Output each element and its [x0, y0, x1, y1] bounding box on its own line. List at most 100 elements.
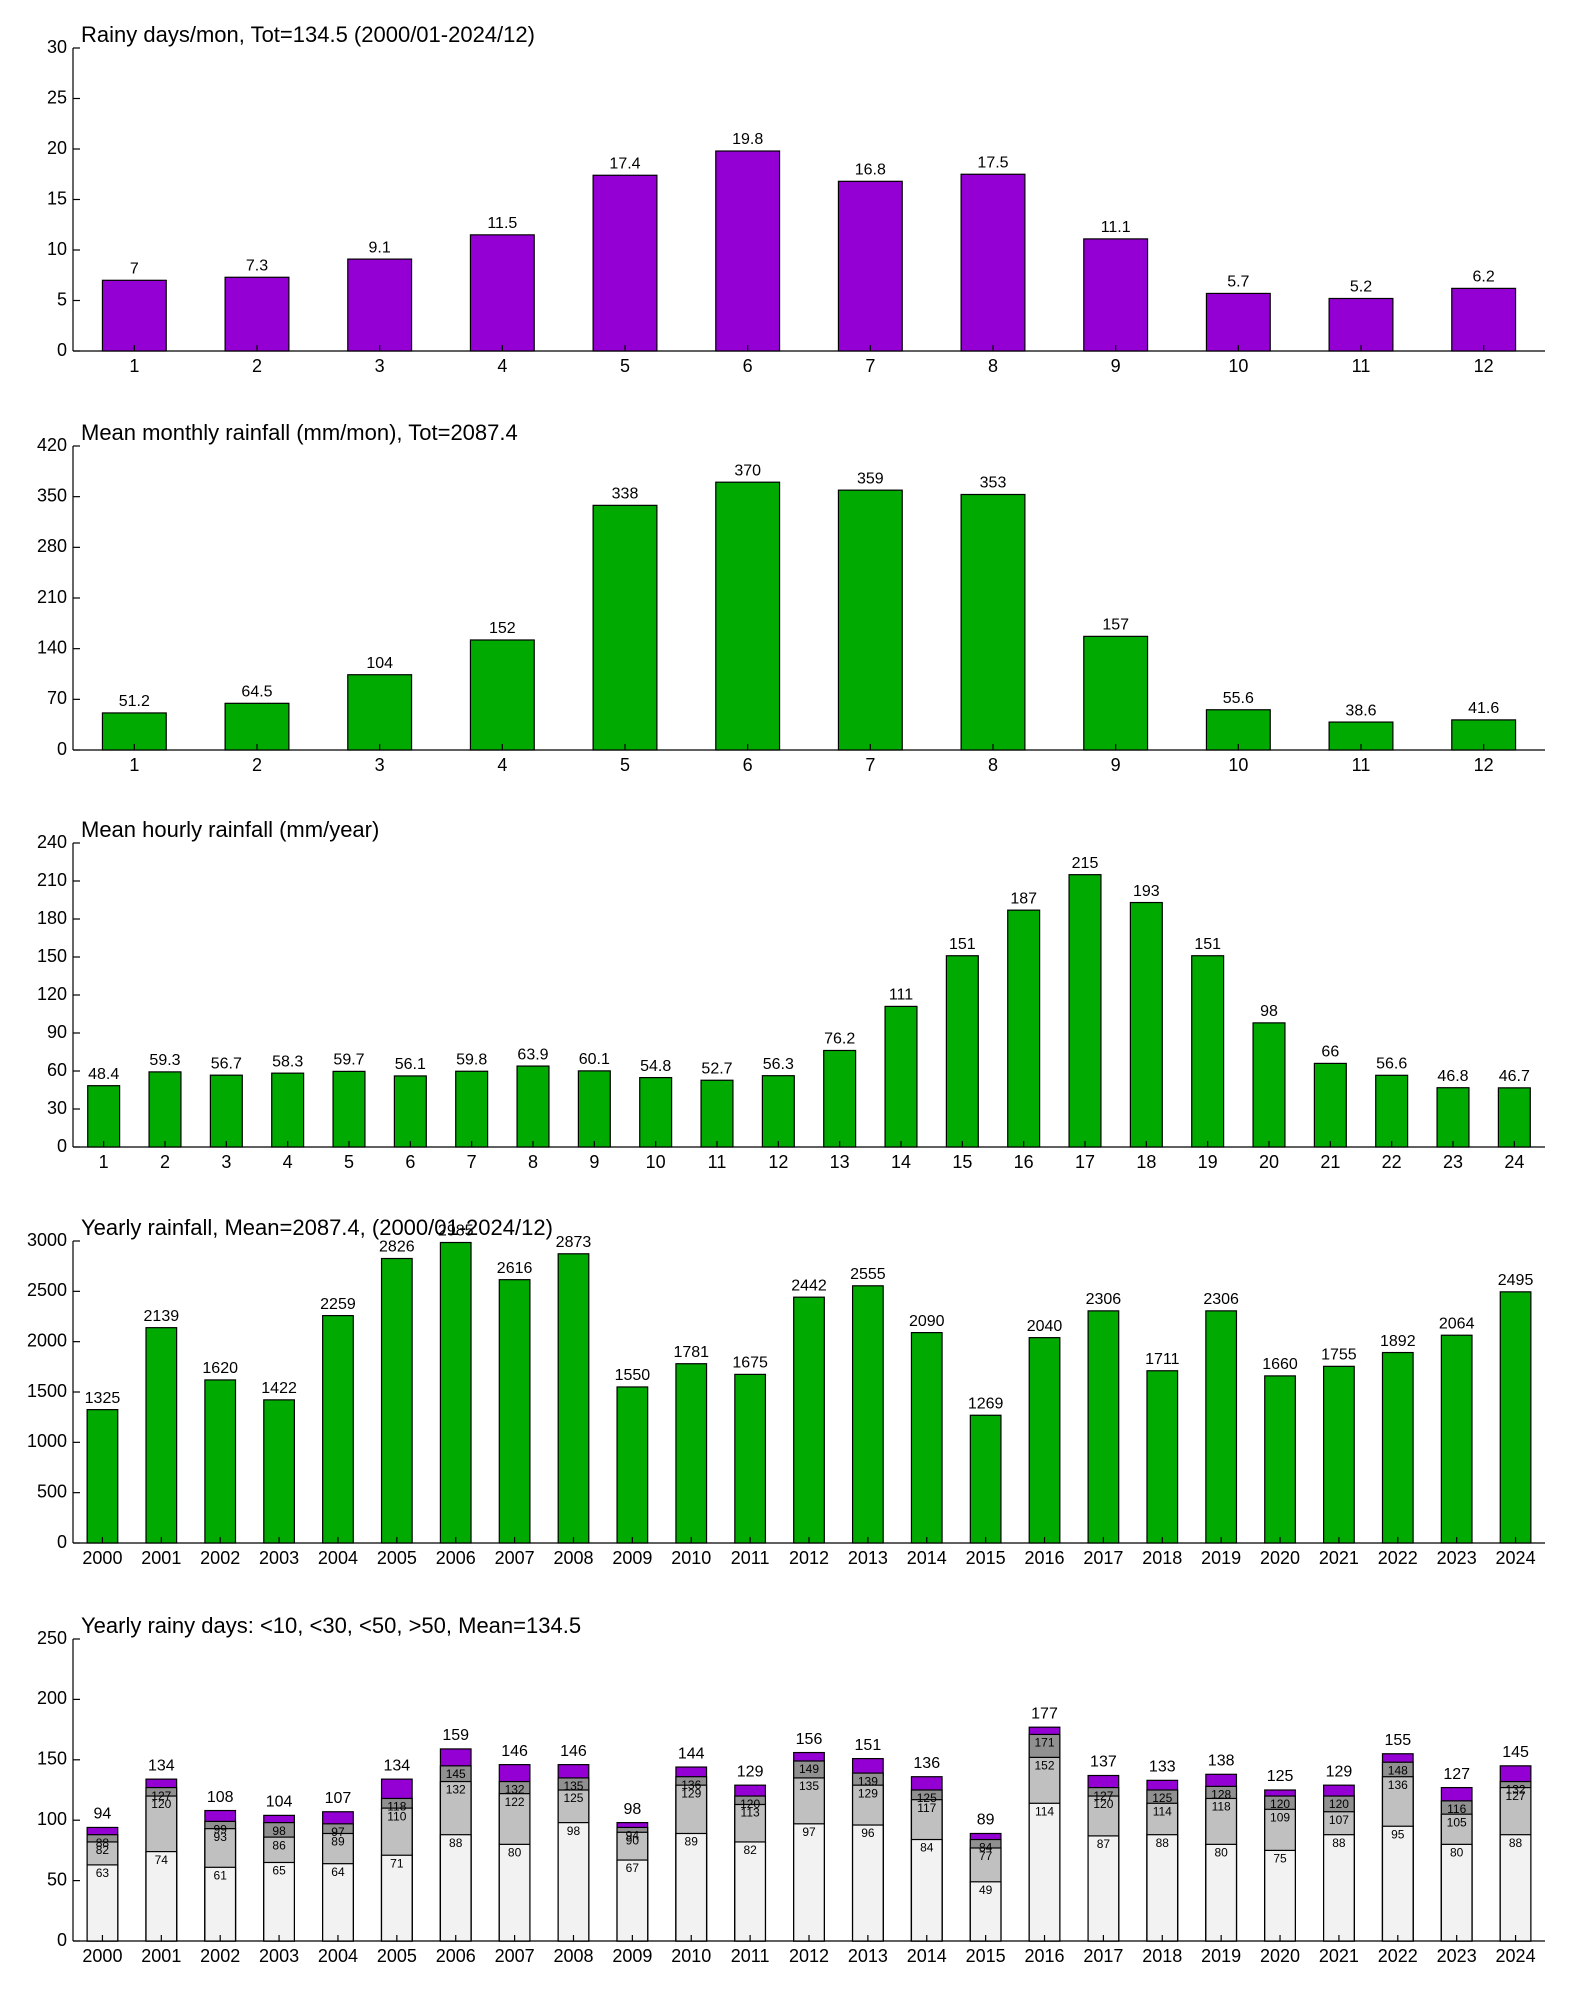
data-label: 127 — [151, 1789, 171, 1803]
x-tick-label: 2005 — [377, 1946, 417, 1966]
bar — [1381, 1351, 1414, 1544]
x-tick-label: 2005 — [377, 1548, 417, 1568]
x-tick-label: 17 — [1075, 1152, 1095, 1172]
data-label: 88 — [449, 1836, 463, 1850]
bar — [734, 1373, 767, 1544]
data-label: 152 — [489, 620, 516, 637]
data-label: 94 — [626, 1829, 640, 1843]
bar — [761, 1075, 795, 1148]
x-tick-label: 9 — [1111, 356, 1121, 376]
bar — [271, 1072, 305, 1148]
x-tick-label: 2009 — [612, 1548, 652, 1568]
x-tick-label: 2004 — [318, 1548, 358, 1568]
data-label: 59.8 — [456, 1051, 487, 1068]
data-label: 99 — [214, 1823, 228, 1837]
data-label: 177 — [1031, 1705, 1058, 1722]
bar — [204, 1866, 237, 1942]
data-label: 38.6 — [1345, 702, 1376, 719]
data-label: 17.4 — [609, 155, 640, 172]
y-tick-label: 0 — [57, 1532, 67, 1552]
data-label: 129 — [737, 1763, 764, 1780]
y-tick-label: 100 — [37, 1809, 67, 1829]
x-tick-label: 7 — [865, 755, 875, 775]
bar — [498, 1279, 531, 1544]
bar — [715, 150, 781, 352]
bar — [1451, 287, 1517, 352]
data-label: 2064 — [1439, 1315, 1475, 1332]
data-label: 136 — [913, 1755, 940, 1772]
data-label: 125 — [1267, 1768, 1294, 1785]
data-label: 120 — [151, 1797, 171, 1811]
data-label: 1892 — [1380, 1333, 1416, 1350]
x-tick-label: 22 — [1382, 1152, 1402, 1172]
y-tick-label: 15 — [47, 188, 67, 208]
y-tick-label: 350 — [37, 485, 67, 505]
data-label: 129 — [681, 1786, 701, 1800]
y-tick-label: 250 — [37, 1628, 67, 1648]
x-tick-label: 2002 — [200, 1946, 240, 1966]
data-label: 1422 — [261, 1380, 297, 1397]
bar — [101, 712, 167, 751]
data-label: 51.2 — [119, 693, 150, 710]
x-tick-label: 13 — [830, 1152, 850, 1172]
data-label: 187 — [1010, 890, 1037, 907]
data-label: 1550 — [615, 1367, 651, 1384]
y-tick-label: 140 — [37, 637, 67, 657]
data-label: 98 — [567, 1824, 581, 1838]
x-tick-label: 2018 — [1142, 1548, 1182, 1568]
bar — [1083, 238, 1149, 352]
x-tick-label: 15 — [952, 1152, 972, 1172]
data-label: 136 — [1388, 1778, 1408, 1792]
data-label: 125 — [917, 1791, 937, 1805]
bar — [439, 1241, 472, 1544]
data-label: 1675 — [732, 1355, 768, 1372]
x-tick-label: 2021 — [1319, 1548, 1359, 1568]
data-label: 1620 — [202, 1360, 238, 1377]
x-tick-label: 2007 — [495, 1548, 535, 1568]
x-tick-label: 2010 — [671, 1946, 711, 1966]
x-tick-label: 2003 — [259, 1946, 299, 1966]
data-label: 64.5 — [241, 684, 272, 701]
data-label: 82 — [743, 1843, 757, 1857]
x-tick-label: 16 — [1014, 1152, 1034, 1172]
data-label: 145 — [1502, 1744, 1529, 1761]
data-label: 63.9 — [517, 1046, 548, 1063]
y-tick-label: 0 — [57, 1136, 67, 1156]
y-tick-label: 3000 — [27, 1230, 67, 1250]
y-tick-label: 25 — [47, 87, 67, 107]
data-label: 136 — [681, 1778, 701, 1792]
bar — [1323, 1834, 1355, 1942]
x-tick-label: 19 — [1198, 1152, 1218, 1172]
x-tick-label: 2020 — [1260, 1946, 1300, 1966]
data-label: 59.7 — [333, 1052, 364, 1069]
bar — [910, 1332, 943, 1544]
data-label: 58.3 — [272, 1053, 303, 1070]
y-tick-label: 30 — [47, 1098, 67, 1118]
x-tick-label: 2000 — [82, 1946, 122, 1966]
data-label: 120 — [1329, 1797, 1349, 1811]
bar — [87, 1085, 121, 1148]
y-tick-label: 210 — [37, 587, 67, 607]
data-label: 2306 — [1086, 1291, 1122, 1308]
x-tick-label: 18 — [1136, 1152, 1156, 1172]
data-label: 2139 — [144, 1308, 180, 1325]
data-label: 353 — [980, 475, 1007, 492]
bar — [675, 1832, 708, 1942]
x-tick-label: 12 — [1474, 755, 1494, 775]
bar — [1205, 709, 1271, 751]
bar — [209, 1074, 243, 1148]
bar — [1499, 1291, 1532, 1544]
bar — [322, 1314, 354, 1544]
data-label: 151 — [1194, 936, 1221, 953]
bar — [1068, 874, 1102, 1148]
data-label: 11.1 — [1101, 219, 1131, 236]
data-label: 132 — [446, 1783, 466, 1797]
data-label: 41.6 — [1468, 700, 1499, 717]
x-tick-label: 2008 — [553, 1548, 593, 1568]
y-tick-label: 2000 — [27, 1330, 67, 1350]
x-tick-label: 10 — [1228, 755, 1248, 775]
bar — [823, 1049, 857, 1148]
x-tick-label: 2 — [252, 356, 262, 376]
data-label: 120 — [740, 1797, 760, 1811]
bar — [1328, 297, 1394, 352]
